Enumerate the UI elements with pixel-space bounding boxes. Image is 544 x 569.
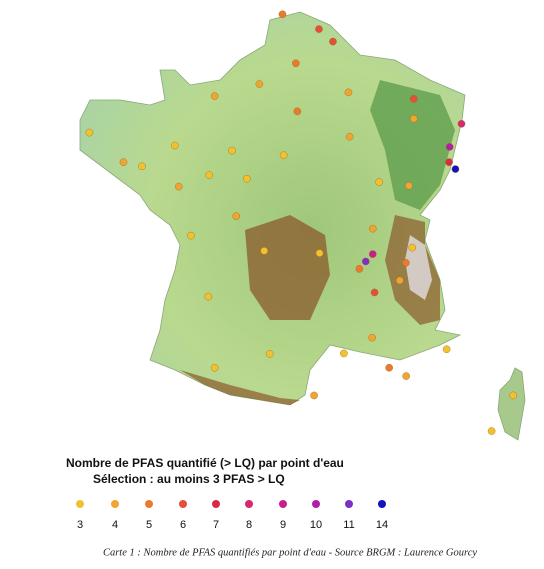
water-point bbox=[408, 243, 417, 252]
legend-label: 3 bbox=[77, 519, 83, 531]
legend-swatch bbox=[179, 500, 187, 508]
water-point bbox=[487, 427, 496, 435]
water-point bbox=[265, 350, 274, 358]
legend-label: 5 bbox=[146, 519, 152, 531]
water-point bbox=[279, 151, 288, 160]
water-point bbox=[255, 80, 264, 88]
water-point bbox=[174, 182, 183, 191]
water-point bbox=[402, 372, 410, 380]
water-point bbox=[402, 259, 410, 267]
vosges-jura bbox=[370, 80, 455, 210]
legend-swatch bbox=[345, 500, 353, 508]
legend-label: 9 bbox=[280, 519, 286, 531]
legend-label: 4 bbox=[112, 519, 118, 531]
legend-swatch bbox=[245, 500, 253, 508]
water-point bbox=[445, 143, 454, 151]
water-point bbox=[210, 92, 219, 100]
water-point bbox=[315, 249, 324, 257]
water-point bbox=[340, 349, 348, 358]
water-point bbox=[119, 158, 128, 166]
water-point bbox=[293, 107, 302, 116]
water-point bbox=[442, 345, 451, 354]
legend-subtitle: Sélection : au moins 3 PFAS > LQ bbox=[93, 472, 285, 486]
water-point bbox=[396, 276, 404, 285]
legend-title: Nombre de PFAS quantifié (> LQ) par poin… bbox=[66, 456, 344, 470]
water-point bbox=[345, 132, 354, 141]
france-map bbox=[79, 11, 526, 441]
water-point bbox=[138, 162, 146, 171]
water-point bbox=[409, 95, 418, 103]
water-point bbox=[385, 363, 393, 372]
water-point bbox=[292, 59, 300, 68]
legend-swatch bbox=[76, 500, 84, 508]
legend-label: 14 bbox=[376, 519, 388, 531]
massif-central bbox=[245, 215, 330, 320]
water-point bbox=[355, 265, 364, 273]
water-point bbox=[375, 178, 383, 186]
points-layer bbox=[85, 10, 518, 435]
mainland bbox=[79, 11, 466, 406]
legend-swatch bbox=[378, 500, 386, 508]
water-point bbox=[205, 171, 213, 179]
legend-label: 10 bbox=[310, 519, 322, 531]
legend-label: 6 bbox=[180, 519, 186, 531]
water-point bbox=[232, 212, 241, 221]
legend-swatch bbox=[279, 500, 287, 508]
water-point bbox=[204, 292, 213, 301]
water-point bbox=[228, 146, 236, 155]
water-point bbox=[509, 391, 518, 400]
water-point bbox=[344, 88, 353, 97]
pyrenees bbox=[180, 370, 300, 405]
water-point bbox=[315, 25, 323, 33]
water-point bbox=[451, 165, 460, 173]
water-point bbox=[368, 333, 376, 342]
legend: 3 4 5 6 7 8 9 10 11 14 bbox=[76, 500, 388, 531]
water-point bbox=[361, 257, 370, 266]
legend-label: 7 bbox=[213, 519, 219, 531]
water-point bbox=[409, 114, 418, 123]
water-point bbox=[243, 174, 251, 183]
water-point bbox=[171, 141, 179, 150]
legend-label: 11 bbox=[343, 519, 354, 531]
legend-swatch bbox=[312, 500, 320, 508]
water-point bbox=[278, 10, 287, 19]
legend-label: 8 bbox=[246, 519, 252, 531]
water-point bbox=[457, 120, 466, 128]
water-point bbox=[370, 288, 379, 297]
water-point bbox=[187, 231, 195, 240]
legend-swatch bbox=[111, 500, 119, 508]
water-point bbox=[310, 391, 318, 400]
water-point bbox=[445, 158, 453, 166]
water-point bbox=[329, 37, 337, 46]
legend-swatch bbox=[145, 500, 153, 508]
legend-swatch bbox=[212, 500, 220, 508]
water-point bbox=[210, 363, 219, 372]
water-point bbox=[368, 250, 377, 258]
water-point bbox=[260, 247, 269, 255]
water-point bbox=[405, 181, 413, 190]
corsica bbox=[497, 367, 526, 441]
water-point bbox=[368, 224, 377, 233]
water-point bbox=[85, 128, 94, 137]
caption: Carte 1 : Nombre de PFAS quantifiés par … bbox=[103, 547, 477, 558]
